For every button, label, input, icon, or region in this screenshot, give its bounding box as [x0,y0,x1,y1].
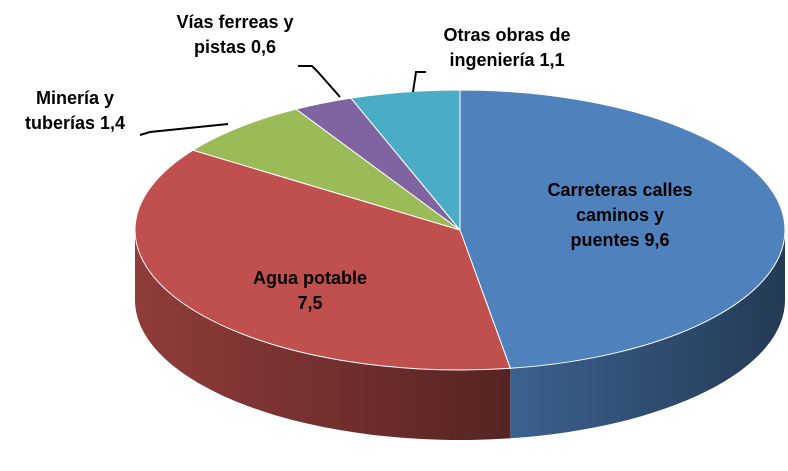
slice-label: Carreteras calles caminos y puentes 9,6 [545,178,695,253]
value-label: 7,5 [297,293,323,313]
category-label: Vías ferreas y pistas [176,12,294,57]
pie-slice [134,149,512,371]
pie-slice-side [510,230,785,439]
leader-line [412,71,426,93]
category-label: Minería y tuberías [24,88,115,133]
pie-slice-side [135,230,511,440]
slice-label: Agua potable 7,5 [245,266,375,316]
leader-line [298,65,341,98]
category-label: Carreteras calles caminos y puentes [547,180,693,250]
pie-slice [350,89,461,232]
value-label: 1,4 [100,113,126,133]
slice-label: Minería y tuberías 1,4 [13,86,138,136]
slice-label: Vías ferreas y pistas 0,6 [163,10,308,60]
pie-sides [135,230,785,440]
pie-slice [191,108,461,231]
category-label: Otras obras de ingeniería [443,25,571,70]
value-label: 9,6 [644,230,670,250]
slice-label: Otras obras de ingeniería 1,1 [430,23,585,73]
leader-lines [139,65,426,136]
pie-slice [459,89,786,369]
value-label: 1,1 [539,50,565,70]
pie-tops [134,89,786,371]
category-label: Agua potable [252,268,367,288]
leader-line [139,123,229,136]
value-label: 0,6 [251,37,277,57]
